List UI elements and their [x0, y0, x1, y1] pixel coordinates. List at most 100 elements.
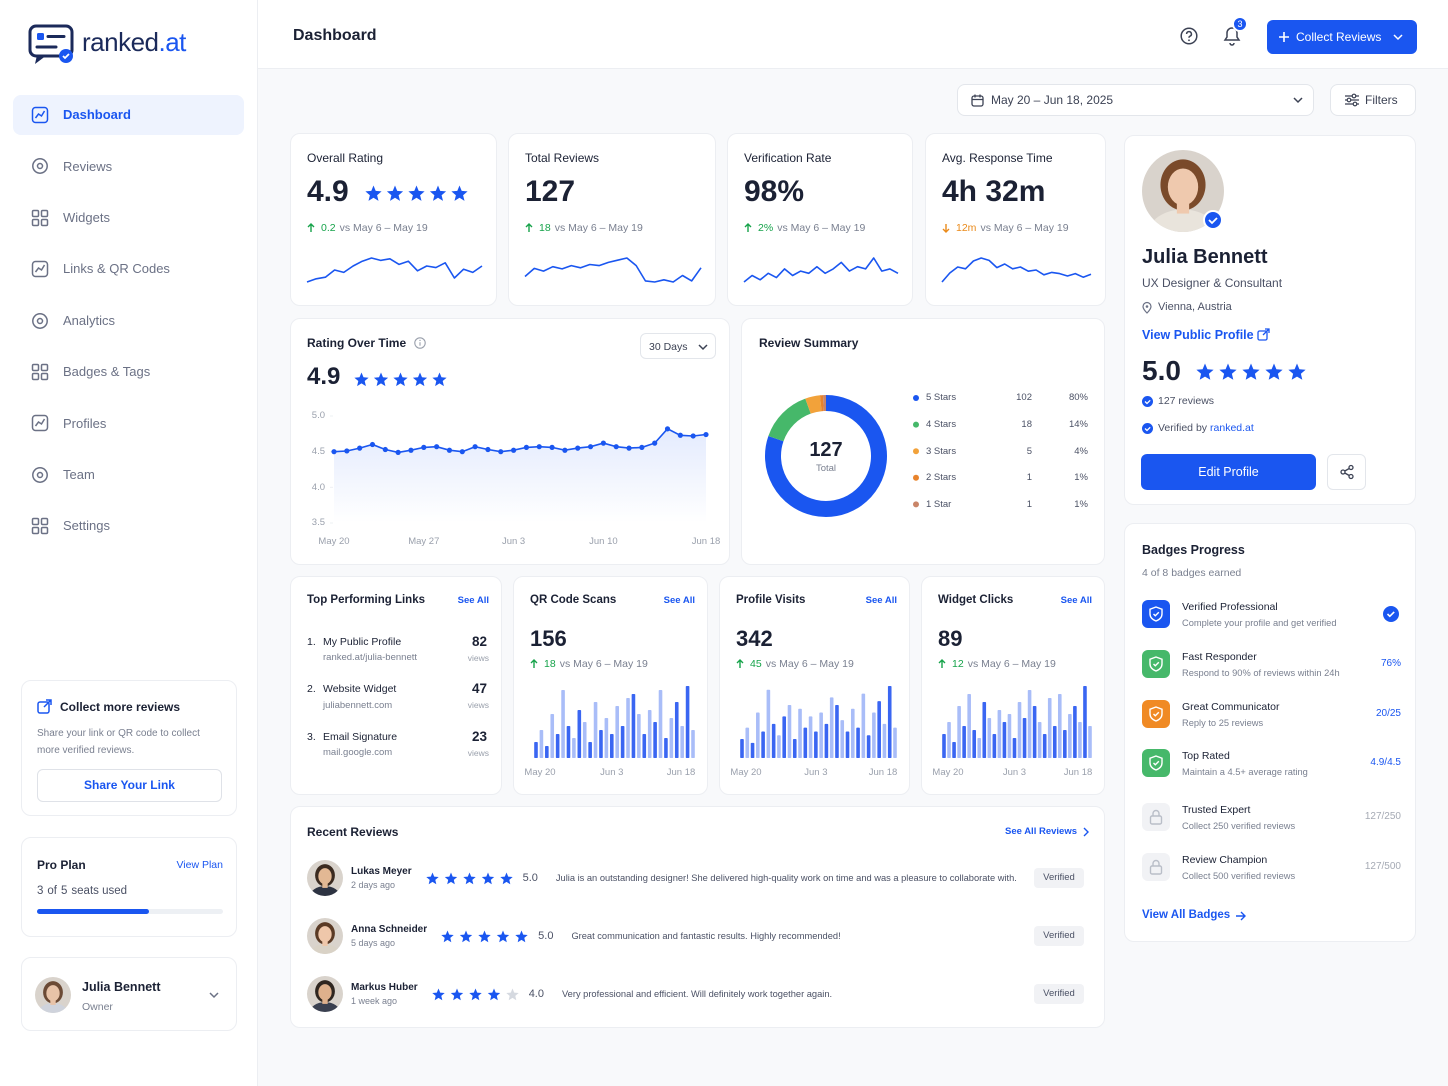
- stat-card: Verification Rate 98% 2% vs May 6 – May 19: [727, 133, 913, 306]
- nav-icon-part: [36, 471, 44, 479]
- period-select[interactable]: 30 Days: [640, 333, 716, 359]
- trend-arrow: [525, 223, 533, 232]
- promo-card: Collect more reviews Share your link or Q…: [21, 680, 237, 816]
- x-tick-label: Jun 3: [501, 536, 526, 548]
- badge-symbol-part: [1149, 606, 1163, 622]
- badge-icon: [1142, 700, 1170, 728]
- see-all-reviews[interactable]: See All Reviews: [1005, 826, 1077, 838]
- nav-icon-part: [40, 517, 49, 526]
- x-tick-label: May 20: [524, 767, 556, 779]
- avatar-body: [37, 1003, 69, 1013]
- badge-earned: [1383, 606, 1399, 622]
- plan-link[interactable]: View Plan: [176, 858, 223, 871]
- badge-name: Verified Professional: [1182, 600, 1278, 613]
- line-point: [510, 447, 517, 453]
- trend-arrow: [530, 659, 538, 668]
- star: [408, 185, 425, 201]
- stat-title: Avg. Response Time: [942, 150, 1053, 165]
- check-icon-part: [1144, 399, 1151, 404]
- x-tick-label: May 20: [730, 767, 762, 779]
- see-all[interactable]: See All: [663, 595, 695, 607]
- avatar-neck: [322, 939, 328, 946]
- trend-arrow-part: [744, 223, 752, 232]
- help-icon[interactable]: [1180, 27, 1198, 45]
- nav-item[interactable]: Dashboard: [63, 107, 131, 123]
- x-tick-label: May 20: [318, 536, 350, 548]
- bar: [803, 727, 808, 758]
- plan-card: Pro Plan View Plan 3 of 5 seats used: [21, 837, 237, 937]
- bar: [814, 731, 818, 758]
- nav-item[interactable]: Reviews: [63, 158, 113, 174]
- trend-arrow: [736, 659, 744, 668]
- nav-icon-part: [32, 312, 48, 329]
- x-tick-label: Jun 3: [600, 767, 624, 779]
- stat-compare: vs May 6 – May 19: [339, 222, 428, 234]
- avatar-figure: [307, 860, 343, 896]
- nav-icon: [31, 209, 49, 227]
- line-point: [472, 444, 478, 450]
- link-name[interactable]: My Public Profile: [323, 635, 402, 648]
- link-name[interactable]: Email Signature: [323, 730, 398, 743]
- bar: [997, 710, 1002, 758]
- date-range[interactable]: May 20 – Jun 18, 2025: [957, 84, 1314, 116]
- promo-button[interactable]: Share Your Link: [37, 769, 222, 802]
- line-point: [434, 444, 440, 450]
- check-icon-part: [1142, 422, 1153, 434]
- star: [478, 930, 491, 942]
- see-all[interactable]: See All: [457, 595, 489, 607]
- collect-button[interactable]: Collect Reviews: [1267, 20, 1417, 54]
- badge-symbol: [1149, 859, 1163, 875]
- review-text: Great communication and fantastic result…: [571, 931, 841, 941]
- date-range-label: May 20 – Jun 18, 2025: [991, 92, 1114, 107]
- nav-item[interactable]: Team: [63, 467, 95, 482]
- metric-compare: vs May 6 – May 19: [967, 658, 1056, 670]
- stat-title: Overall Rating: [307, 150, 384, 165]
- nav-item[interactable]: Links & QR Codes: [63, 261, 170, 277]
- stat-card: Overall Rating 4.9 0.2 vs May 6 – May 19: [290, 133, 497, 306]
- edit-profile-button[interactable]: Edit Profile: [1141, 454, 1316, 490]
- badge-symbol-part: [1153, 661, 1160, 667]
- nav-item[interactable]: Profiles: [63, 415, 107, 431]
- badge-progress: 4.9/4.5: [1370, 757, 1401, 768]
- filters-icon-part: [1352, 101, 1358, 107]
- bar: [977, 738, 982, 758]
- nav-item[interactable]: Settings: [63, 518, 110, 534]
- bar: [1063, 730, 1067, 758]
- external-icon-part: [1257, 330, 1268, 341]
- link-unit: views: [467, 652, 489, 663]
- share-button[interactable]: [1327, 454, 1366, 490]
- profile-verified: Verified by ranked.at: [1158, 422, 1254, 435]
- seats-of: of: [47, 885, 57, 897]
- profile-location: Vienna, Austria: [1158, 301, 1232, 314]
- review-time: 5 days ago: [351, 937, 396, 948]
- stat-change-value: 2%: [758, 222, 774, 234]
- line-point: [395, 449, 401, 455]
- nav-item[interactable]: Analytics: [63, 312, 116, 328]
- bar: [866, 735, 871, 758]
- bar: [887, 686, 892, 758]
- link-name[interactable]: Website Widget: [323, 683, 397, 696]
- line-point: [639, 444, 645, 450]
- star: [354, 372, 369, 386]
- bar: [745, 727, 750, 758]
- bar: [653, 722, 657, 758]
- stat-value: 127: [525, 175, 576, 208]
- see-all[interactable]: See All: [1060, 595, 1092, 607]
- seats-total: 5: [61, 885, 68, 897]
- page-title: Dashboard: [293, 27, 377, 45]
- bar: [669, 718, 674, 758]
- sparkline: [524, 257, 702, 283]
- profile-link[interactable]: View Public Profile: [1142, 327, 1254, 342]
- bar: [750, 742, 755, 758]
- line-point: [523, 444, 530, 450]
- nav-item[interactable]: Widgets: [63, 210, 110, 225]
- badges-link[interactable]: View All Badges: [1142, 909, 1231, 922]
- bar: [845, 731, 850, 758]
- see-all[interactable]: See All: [865, 595, 897, 607]
- nav-item[interactable]: Badges & Tags: [63, 364, 151, 380]
- badge-symbol-part: [1149, 815, 1163, 825]
- line-point: [446, 447, 453, 453]
- filters-button[interactable]: Filters: [1330, 84, 1416, 116]
- line-point: [690, 433, 696, 439]
- metric-change-value: 18: [544, 658, 556, 670]
